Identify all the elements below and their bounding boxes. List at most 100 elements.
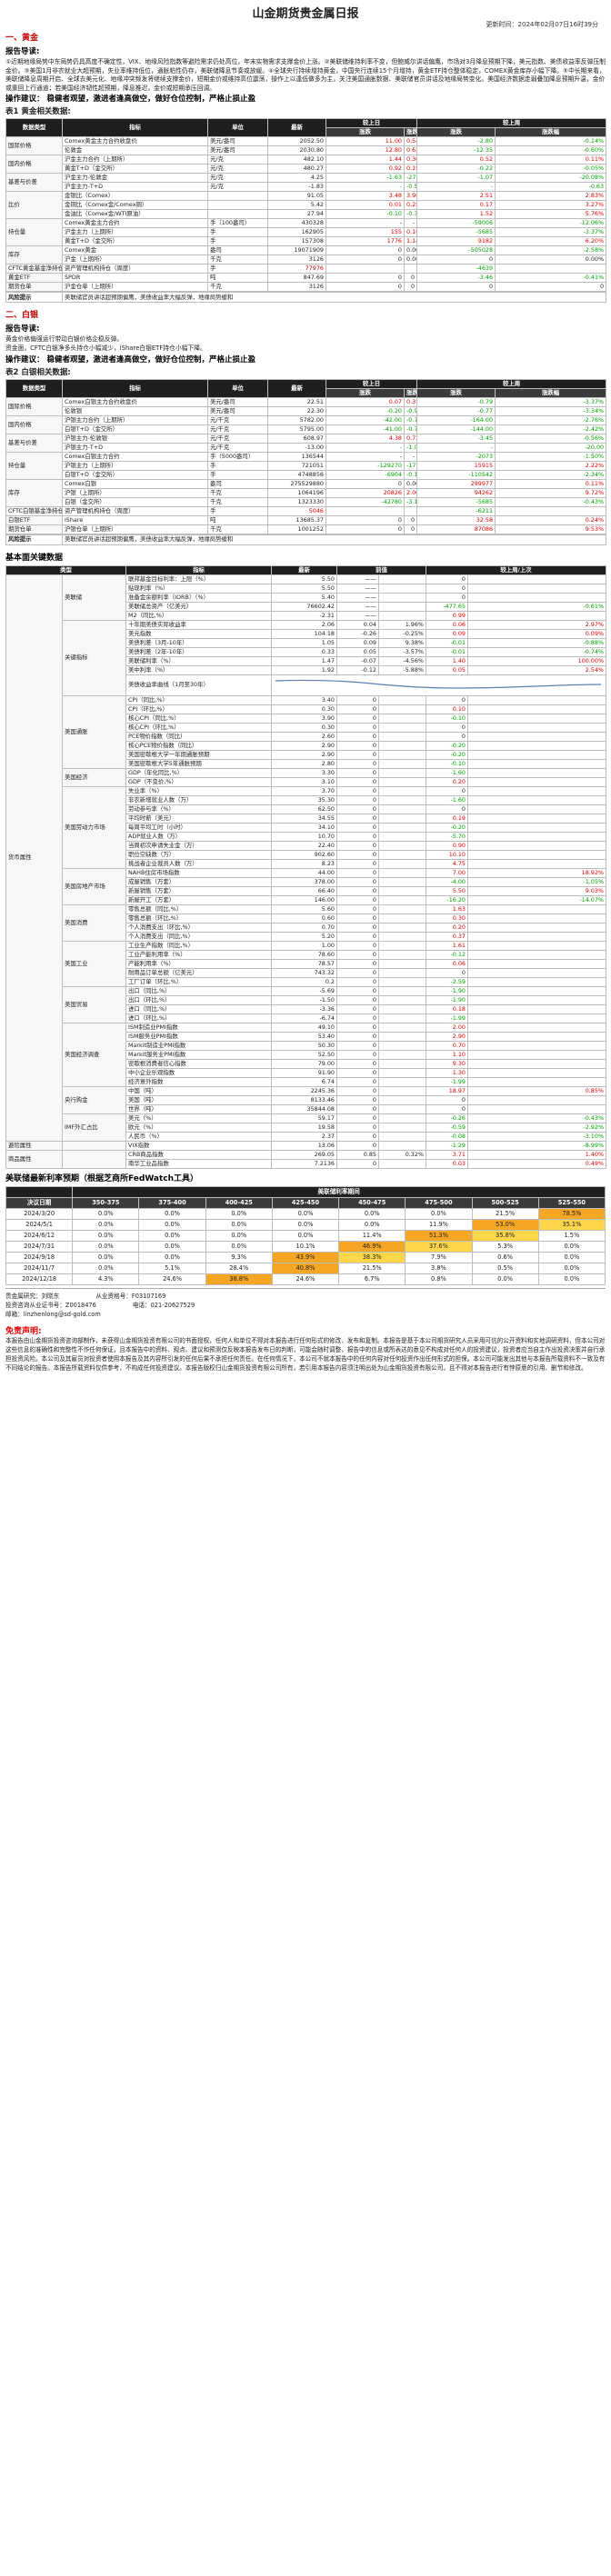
fedwatch-prob: 0.0% — [138, 1240, 206, 1253]
row-latest: 2030.80 — [267, 145, 326, 156]
row-change-pct: -1.05% — [466, 876, 607, 887]
gold-risk-table: 风险提示 美联储官员讲话超预期偏鹰，美债收益率大幅反弹，地缘局势缓和 — [5, 292, 606, 304]
row-change-pct: -0.61% — [466, 601, 607, 612]
row-week-pct: -12.06% — [495, 218, 607, 229]
table-row: 美国经济调查 ISM制造业PMI指数 49.10 0 2.00 — [6, 1022, 607, 1087]
gold-advice: 操作建议： 稳健者观望，激进者逢高做空，做好仓位控制，严格止损止盈 — [5, 95, 255, 105]
row-prev-pct — [378, 694, 426, 705]
row-latest: 49.10 — [271, 1022, 337, 1033]
row-prev-pct — [378, 904, 426, 914]
row-latest: 62.50 — [271, 804, 337, 814]
row-indicator: 沪银主力合约（上期所） — [62, 414, 208, 425]
row-latest: 52.50 — [271, 1049, 337, 1060]
row-day-pct: -0.14% — [403, 469, 418, 480]
fedwatch-prob: 0.0% — [138, 1207, 206, 1220]
row-change-pct: -8.99% — [466, 1140, 607, 1151]
row-change: 0.09 — [426, 628, 468, 639]
row-week-pct: -0.05% — [495, 164, 607, 175]
row-latest: 902.60 — [271, 849, 337, 860]
row-latest: 91.05 — [267, 191, 326, 202]
row-latest: -5.69 — [271, 985, 337, 996]
table-row: 持仓量 Comex黄金主力合约 手（100盎司） 430328- - -59006 -12.… — [5, 218, 607, 247]
row-prev: 0 — [336, 722, 379, 733]
row-change-pct — [466, 785, 607, 796]
table-row: 基差与价差沪银主力-伦敦银元/千克608.974.380.73%-3.45-0.… — [5, 433, 607, 453]
gold-data-table: 数据类型 指标 单位 最新 较上日 较上周 涨跌 涨跌幅 涨跌 涨跌幅 国际价格… — [5, 118, 607, 293]
fedwatch-prob: 46.9% — [338, 1240, 406, 1253]
row-change: 0 — [426, 785, 468, 796]
gold-section-heading: 一、黄金 — [5, 34, 39, 43]
row-change: -0.12 — [426, 949, 468, 960]
row-category: 期货仓单 — [5, 282, 63, 293]
table-row: 南华工业品指数 7.2136 0 0.03 0.49% — [6, 1158, 607, 1169]
table-row: 期货仓单 沪银仓单（上期所） 千克 1001252 0 0 87086 9.53% — [5, 524, 607, 534]
row-indicator: 沪金主力（上期所） — [62, 227, 208, 238]
silver-guide-text: 黄金价格偏强运行带动白银价格企稳反弹。 资金面，CFTC白银净多头持仓小幅减少，… — [5, 335, 206, 352]
row-latest: 5.50 — [271, 583, 337, 594]
silver-risk-label: 风险提示 — [5, 534, 63, 545]
fedwatch-prob: 35.1% — [537, 1218, 606, 1231]
row-change-pct: 2.54% — [466, 664, 607, 675]
fedwatch-prob: 21.5% — [471, 1207, 539, 1220]
row-week-pct: -1.50% — [495, 451, 607, 462]
row-latest: 482.10 — [267, 155, 326, 165]
row-indicator: 核心PCE物价指数（同比） — [125, 740, 272, 751]
row-category: 持仓量 — [5, 218, 63, 247]
row-indicator: 沪银主力（上期所） — [62, 460, 208, 471]
row-prev-pct — [378, 1067, 426, 1078]
row-prev: 0 — [336, 1058, 379, 1069]
row-indicator: 新屋销售（万套） — [125, 885, 272, 896]
row-change: -0.01 — [426, 646, 468, 657]
row-week-pct: 2.83% — [495, 191, 607, 202]
row-day-pct: 0 — [403, 273, 418, 284]
row-indicator: CPI（环比,%） — [125, 704, 272, 714]
row-week-change: -5685 — [416, 227, 496, 238]
row-day-change: - — [326, 451, 405, 462]
row-change: 18.97 — [426, 1085, 468, 1096]
row-prev: 0.09 — [336, 637, 379, 648]
row-change: 0.20 — [426, 922, 468, 933]
row-day-change: -129270 — [326, 460, 405, 471]
row-latest: 378.00 — [271, 876, 337, 887]
disclaimer-title: 免责声明: — [5, 1326, 42, 1336]
row-week-pct: -3.37% — [495, 227, 607, 238]
row-prev: 0 — [336, 831, 379, 842]
row-indicator: 美联储利率（%） — [125, 655, 272, 666]
fedwatch-prob: 0.0% — [138, 1251, 206, 1263]
row-subcategory: 美国贸易 — [62, 985, 126, 1023]
row-change: 0.06 — [426, 619, 468, 630]
fedwatch-col-8: 525-550 — [537, 1196, 606, 1209]
row-indicator: 进口（环比,%） — [125, 1013, 272, 1023]
row-change-pct — [466, 1040, 607, 1051]
row-prev: 0.85 — [336, 1149, 379, 1160]
row-day-change: 20826 — [326, 487, 405, 498]
row-change: 0 — [426, 722, 468, 733]
row-week-change: 0 — [416, 255, 496, 265]
row-change: 0 — [426, 694, 468, 705]
fedwatch-prob: 21.5% — [338, 1262, 406, 1274]
row-indicator: 沪银主力-伦敦银 — [62, 433, 208, 444]
row-indicator: 沪金主力-T+D — [62, 182, 208, 193]
table-row: 中小企业乐观指数 91.90 0 1.30 — [6, 1067, 607, 1078]
table-row: Markit服务业PMI指数 52.50 0 1.10 — [6, 1049, 607, 1060]
row-week-change: -6211 — [416, 505, 496, 516]
row-week-pct: -20.08% — [495, 173, 607, 184]
row-prev: 0 — [336, 931, 379, 942]
row-latest: 4.25 — [267, 173, 326, 184]
row-change: -0.20 — [426, 822, 468, 833]
row-category: 白银ETF — [5, 514, 63, 525]
row-prev-pct: 9.38% — [378, 637, 426, 648]
row-week-pct: -2.42% — [495, 424, 607, 434]
row-change: -2.59 — [426, 976, 468, 987]
row-change: 0 — [426, 1094, 468, 1105]
footer-email[interactable]: 邮箱：linzhenlong@sd-gold.com — [5, 1310, 101, 1318]
row-unit: 元/千克 — [207, 414, 268, 425]
row-latest: 2.06 — [271, 619, 337, 630]
row-change-pct — [466, 940, 607, 951]
row-unit: 手 — [207, 236, 268, 247]
fedwatch-prob: 9.3% — [205, 1251, 273, 1263]
fedwatch-prob: 0.0% — [72, 1262, 140, 1274]
row-week-change: 2.51 — [416, 191, 496, 202]
row-prev-pct — [378, 958, 426, 969]
row-prev: 0 — [336, 840, 379, 851]
